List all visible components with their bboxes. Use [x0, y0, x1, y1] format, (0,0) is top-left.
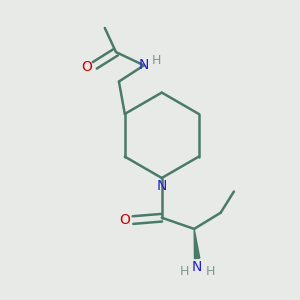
Text: H: H [206, 265, 215, 278]
Text: N: N [157, 179, 167, 193]
Polygon shape [194, 229, 200, 259]
Text: O: O [81, 60, 92, 74]
Text: H: H [179, 265, 189, 278]
Text: N: N [191, 260, 202, 274]
Text: N: N [138, 58, 148, 72]
Text: O: O [119, 213, 130, 227]
Text: H: H [152, 53, 161, 67]
